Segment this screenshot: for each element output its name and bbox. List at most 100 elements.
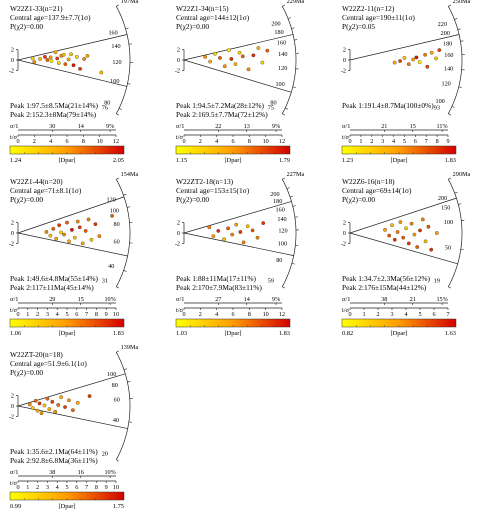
grain-point [55,56,60,61]
grain-point [392,237,397,242]
arc-tick-label: 100 [278,241,287,248]
arc-tick [458,203,462,205]
peak-label: Peak 2:170±7.9Ma(83±11%) [176,283,262,292]
precision-tick-label: 27 [215,296,221,303]
tsigma-tick-label: 0 [348,311,351,318]
peak-label: Peak 1:88±11Ma(17±11%) [176,274,257,283]
tsigma-tick-label: 7 [425,138,428,145]
arc-tick [116,177,120,180]
arc-tick-label: 59 [268,277,274,284]
grain-point [216,229,221,233]
grain-point [32,60,37,64]
tsigma-tick-label: 8 [248,311,251,318]
radial-plot-panel: W22Z1-34(n=15)Central age=144±12(1σ)P(χ2… [175,0,305,164]
precision-tick-label: 9% [106,123,114,130]
grain-point [245,224,250,229]
grain-point [54,236,59,241]
arc-tick [282,177,286,180]
y-tick-label: 0 [177,230,180,237]
arc-tick-label: 180 [443,40,452,47]
precision-tick-label: 22 [215,123,221,130]
tsigma-tick-label: 0 [16,138,19,145]
tsigma-tick-label: 10 [263,138,269,145]
grain-point [227,48,231,52]
grain-point [390,223,394,228]
grain-point [420,217,425,222]
arc-tick [118,108,122,110]
arc-tick [127,381,131,383]
y-tick-label: 0 [11,403,14,410]
tsigma-tick-label: 6 [231,138,234,145]
grain-point [256,46,261,50]
arc-max-label: 154Ma [121,171,139,178]
arc-tick [282,286,286,289]
dpar-max-label: 1.75 [113,503,124,510]
dpar-min-label: 1.03 [176,330,187,337]
tsigma-axis-label: t/σ [342,134,350,141]
peak-label: Peak 1:49.6±4.8Ma(55±14%) [10,274,98,283]
grain-point [222,64,227,69]
tsigma-tick-label: 12 [113,138,119,145]
arc-tick [127,83,131,85]
arc-tick [460,40,464,42]
peak-label: Peak 1:94.5±7.2Ma(28±12%) [176,101,264,110]
precision-axis-label: σ/1 [176,123,184,130]
arc-tick-label: 120 [278,65,287,72]
grain-point [213,51,217,56]
tsigma-tick-label: 5 [65,484,68,491]
tsigma-tick-label: 0 [182,311,185,318]
tsigma-tick-label: 3 [46,484,49,491]
grain-point [406,62,411,67]
tsigma-tick-label: 2 [33,138,36,145]
grain-point [226,226,230,231]
grain-point [75,219,80,224]
arc-tick-label: 100 [435,98,444,105]
precision-tick-label: 38 [381,296,387,303]
grain-point [35,408,40,413]
peak-line [183,232,294,256]
peak-line [183,201,292,234]
grain-point [229,57,234,61]
peak-line [183,59,292,93]
y-tick-label: 0 [177,57,180,64]
precision-tick-label: 13 [244,123,250,130]
grain-point [93,222,98,227]
arc-max-label: 197Ma [121,0,139,5]
peak-label: Peak 2:169.5±7.7Ma(72±12%) [176,110,268,119]
arc-tick [294,39,298,41]
grain-point [402,56,407,60]
grain-point [71,63,76,68]
arc-tick [448,113,452,116]
grain-point [97,234,102,238]
precision-axis-label: σ/1 [176,296,184,303]
tsigma-tick-label: 2 [370,138,373,145]
peak-label: Peak 1:34.7±2.3Ma(56±12%) [342,274,430,283]
grain-point [53,409,58,414]
central-age-label: Central age=71±8.1(1σ) [10,186,82,195]
grain-point [423,239,428,244]
tsigma-tick-label: 6 [75,484,78,491]
p-chi2-label: P(χ2)=0.00 [10,368,43,377]
arc-tick [458,86,462,88]
grain-point [83,229,88,233]
radial-plot-panel: W22ZT2-18(n=13)Central age=153±15(1σ)P(χ… [175,171,305,337]
precision-tick-label: 14 [244,296,250,303]
grain-point [59,230,63,235]
grain-point [434,231,439,235]
grain-point [238,230,243,234]
arc-tick-label: 160 [276,206,285,213]
tsigma-tick-label: 4 [56,484,59,491]
tsigma-tick-label: 9 [105,484,108,491]
age-arc [115,179,131,287]
radial-plot-panel: W22Z6-16(n=18)Central age=69±14(1σ)P(χ2)… [341,171,471,337]
age-arc [115,6,131,114]
y-tick-label: 0 [343,57,346,64]
central-age-label: Central age=69±14(1σ) [342,186,412,195]
peak-line [17,196,125,234]
grain-point [237,50,242,55]
peak-line [349,34,460,61]
grain-point [398,220,403,224]
age-arc [447,179,463,287]
tsigma-tick-label: 12 [279,138,285,145]
arc-tick [116,4,120,7]
